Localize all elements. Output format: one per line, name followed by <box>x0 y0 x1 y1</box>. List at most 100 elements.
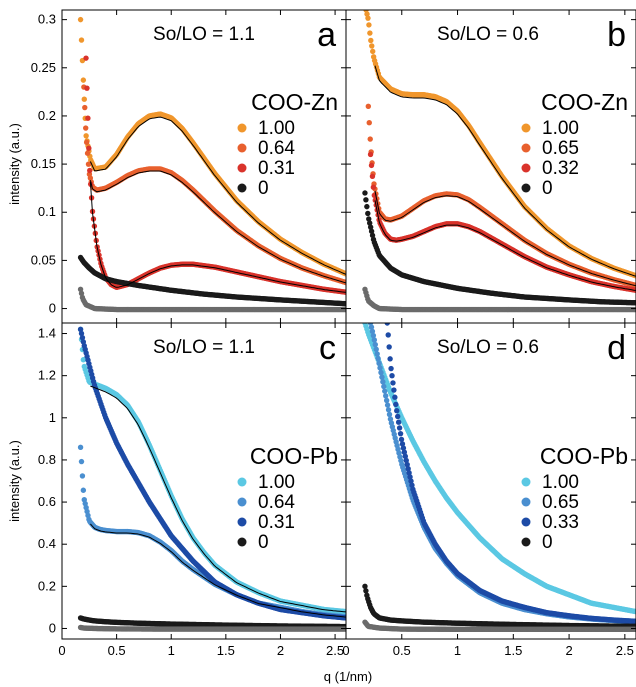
y-tick-label: 0.1 <box>38 204 56 219</box>
y-tick-label: 1.2 <box>38 368 56 383</box>
data-point <box>380 379 386 385</box>
data-point <box>77 444 84 450</box>
data-point <box>377 365 383 371</box>
y-tick-label: 0 <box>49 301 56 316</box>
data-point <box>77 16 84 23</box>
data-point <box>362 190 368 196</box>
data-point <box>85 115 91 121</box>
data-point <box>367 151 374 158</box>
data-point <box>79 473 86 479</box>
data-point <box>368 162 375 169</box>
y-tick-label: 0 <box>49 620 56 635</box>
fit-curve <box>89 170 346 284</box>
legend-marker <box>521 163 531 173</box>
data-point <box>85 161 92 167</box>
data-point <box>368 37 374 44</box>
data-point <box>364 203 370 210</box>
data-point <box>633 300 636 306</box>
plot-area <box>362 10 636 313</box>
legend-marker <box>237 143 247 153</box>
data-point <box>84 85 90 91</box>
y-tick-label: 0.8 <box>38 452 56 467</box>
legend-marker <box>237 497 247 507</box>
data-point <box>367 224 374 230</box>
data-point <box>83 55 89 61</box>
x-tick-label: 0.5 <box>108 643 126 658</box>
legend-label: 0 <box>258 532 269 553</box>
y-tick-label: 0.2 <box>38 108 56 123</box>
y-tick-label: 1 <box>49 410 56 425</box>
y-tick-label: 0.3 <box>38 12 56 27</box>
legend-title: COO-Zn <box>251 89 338 115</box>
legend-marker <box>521 143 531 153</box>
legend-label: 1.00 <box>542 118 579 139</box>
panel-frame <box>61 322 347 640</box>
data-point <box>80 487 87 493</box>
data-point <box>366 216 372 222</box>
data-point <box>77 286 84 292</box>
data-point <box>384 402 391 408</box>
data-point <box>368 228 375 234</box>
panel-a: 00.050.10.150.20.250.3So/LO = 1.1 aCOO-Zn… <box>31 9 347 324</box>
y-tick-label: 0.2 <box>38 578 56 593</box>
data-point <box>343 301 346 307</box>
legend-marker <box>237 123 247 133</box>
data-point <box>386 411 393 418</box>
data-point <box>83 139 90 145</box>
data-point <box>81 96 87 102</box>
data-point <box>385 407 392 413</box>
data-point <box>383 397 390 404</box>
y-tick-label: 1.4 <box>38 326 56 341</box>
y-tick-label: 0.05 <box>31 252 56 267</box>
panel-letter: a <box>317 16 336 54</box>
data-point <box>381 383 387 390</box>
series-1-00 <box>77 326 346 615</box>
data-point <box>84 150 91 156</box>
data-point <box>86 145 92 151</box>
data-point <box>363 197 369 203</box>
legend-marker <box>521 123 531 133</box>
legend-title: COO-Zn <box>541 89 628 115</box>
legend-label: 0.31 <box>258 512 295 533</box>
data-point <box>375 355 381 362</box>
legend-label: 0.64 <box>258 492 295 513</box>
data-point <box>364 11 370 17</box>
legend-label: 0 <box>258 178 269 199</box>
plot-area <box>77 16 346 313</box>
data-point <box>369 43 375 49</box>
legend-marker <box>237 183 247 193</box>
data-point <box>78 458 85 465</box>
fit-curve <box>374 65 636 277</box>
data-point <box>370 184 377 190</box>
panel-letter: c <box>319 329 336 367</box>
legend-marker <box>237 537 247 547</box>
data-point <box>378 369 384 376</box>
series-0-64 <box>77 444 346 620</box>
legend-title: COO-Pb <box>250 443 338 469</box>
data-point <box>83 133 89 139</box>
data-point <box>87 167 93 174</box>
y-tick-label: 0.4 <box>38 536 56 551</box>
y-tick-label: 0.6 <box>38 494 56 509</box>
data-point <box>379 374 385 380</box>
data-point <box>373 346 379 352</box>
data-point <box>78 290 85 297</box>
x-tick-label: 0 <box>58 643 65 658</box>
legend-label: 0 <box>542 178 553 199</box>
data-point <box>80 77 87 83</box>
legend-marker <box>237 477 247 487</box>
legend-label: 1.00 <box>258 472 295 493</box>
condition-label: So/LO = 1.1 <box>153 337 255 358</box>
data-point <box>78 37 85 43</box>
condition-label: So/LO = 0.6 <box>437 24 539 45</box>
legend-marker <box>237 517 247 527</box>
y-tick-label: 0.25 <box>31 60 56 75</box>
series-0 <box>77 254 346 307</box>
plot-area <box>362 323 636 633</box>
data-point <box>376 360 382 366</box>
data-point <box>366 120 372 126</box>
data-point <box>83 125 89 131</box>
legend-label: 1.00 <box>258 118 295 139</box>
